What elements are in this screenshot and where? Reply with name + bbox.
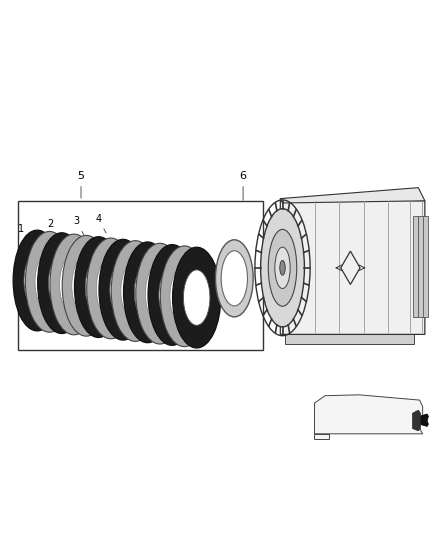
Ellipse shape <box>60 254 88 314</box>
Text: 2: 2 <box>47 219 59 239</box>
Ellipse shape <box>261 209 304 327</box>
Ellipse shape <box>85 260 112 315</box>
Ellipse shape <box>49 255 75 311</box>
Ellipse shape <box>35 252 64 312</box>
Polygon shape <box>418 216 424 317</box>
Ellipse shape <box>124 242 172 343</box>
Polygon shape <box>423 216 428 317</box>
Text: 1: 1 <box>18 224 31 243</box>
Ellipse shape <box>13 230 61 331</box>
Ellipse shape <box>96 258 125 319</box>
Polygon shape <box>280 199 425 334</box>
Ellipse shape <box>275 247 290 288</box>
Polygon shape <box>314 395 423 434</box>
Polygon shape <box>285 334 414 344</box>
Ellipse shape <box>110 262 136 318</box>
Text: 6: 6 <box>240 171 247 200</box>
Ellipse shape <box>173 247 221 348</box>
Ellipse shape <box>25 231 74 332</box>
Ellipse shape <box>74 237 123 337</box>
Ellipse shape <box>50 234 98 335</box>
Ellipse shape <box>268 229 297 306</box>
Text: 4: 4 <box>95 214 106 233</box>
Ellipse shape <box>72 255 101 316</box>
Polygon shape <box>414 414 428 426</box>
Ellipse shape <box>221 251 247 306</box>
Ellipse shape <box>87 238 135 339</box>
Ellipse shape <box>62 236 110 336</box>
Ellipse shape <box>160 246 208 346</box>
Ellipse shape <box>280 261 285 275</box>
Ellipse shape <box>215 240 253 317</box>
Ellipse shape <box>24 253 50 308</box>
Text: 3: 3 <box>74 216 84 236</box>
Ellipse shape <box>111 241 159 342</box>
Ellipse shape <box>159 267 185 322</box>
Polygon shape <box>413 216 418 317</box>
Ellipse shape <box>134 265 161 320</box>
Ellipse shape <box>148 245 196 345</box>
Polygon shape <box>314 434 329 439</box>
Ellipse shape <box>136 243 184 344</box>
Ellipse shape <box>121 261 150 321</box>
Ellipse shape <box>184 270 210 325</box>
Ellipse shape <box>145 263 174 324</box>
Ellipse shape <box>99 239 147 340</box>
Ellipse shape <box>38 233 86 334</box>
Text: 5: 5 <box>78 171 85 198</box>
Polygon shape <box>413 410 420 431</box>
Polygon shape <box>280 188 425 203</box>
Ellipse shape <box>170 266 199 327</box>
